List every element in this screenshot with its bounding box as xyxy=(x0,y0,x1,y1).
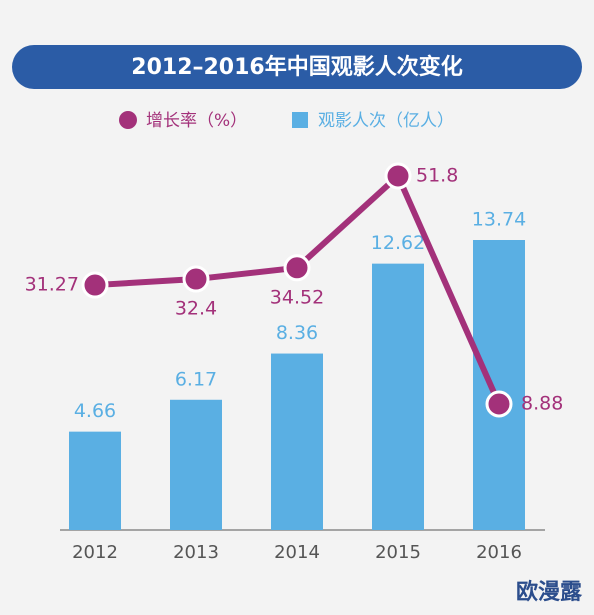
watermark: 欧漫露 xyxy=(516,579,583,605)
x-tick-label: 2012 xyxy=(72,542,118,563)
x-tick-label: 2013 xyxy=(173,542,219,563)
legend-label: 增长率（%） xyxy=(146,111,247,131)
bar xyxy=(69,431,121,530)
line-point xyxy=(182,265,210,293)
line-point xyxy=(81,271,109,299)
bar-value-label: 13.74 xyxy=(472,209,526,231)
legend-marker xyxy=(292,112,308,128)
title-banner xyxy=(12,45,582,89)
bar-value-label: 4.66 xyxy=(74,400,116,422)
line-value-label: 51.8 xyxy=(416,165,458,187)
bar xyxy=(271,353,323,530)
bar-value-label: 12.62 xyxy=(371,232,425,254)
line-point xyxy=(283,254,311,282)
line-value-label: 34.52 xyxy=(270,286,324,308)
line-value-label: 8.88 xyxy=(521,393,563,415)
bar xyxy=(372,263,424,530)
x-tick-label: 2016 xyxy=(476,542,522,563)
bar-value-label: 8.36 xyxy=(276,322,318,344)
line-point xyxy=(384,162,412,190)
x-tick-label: 2015 xyxy=(375,542,421,563)
x-tick-label: 2014 xyxy=(274,542,320,563)
legend-marker xyxy=(119,111,137,129)
bar xyxy=(473,240,525,530)
line-value-label: 31.27 xyxy=(25,274,79,296)
bar xyxy=(170,399,222,530)
line-point xyxy=(485,390,513,418)
line-value-label: 32.4 xyxy=(175,298,217,320)
bar-value-label: 6.17 xyxy=(175,368,217,390)
chart-title: 2012–2016年中国观影人次变化 xyxy=(131,54,462,80)
legend-label: 观影人次（亿人） xyxy=(318,111,454,131)
